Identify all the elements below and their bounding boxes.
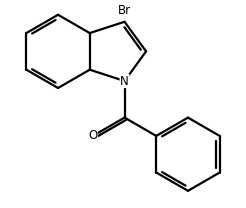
Text: Br: Br — [118, 4, 131, 17]
Text: O: O — [88, 129, 97, 142]
Text: N: N — [120, 74, 129, 88]
